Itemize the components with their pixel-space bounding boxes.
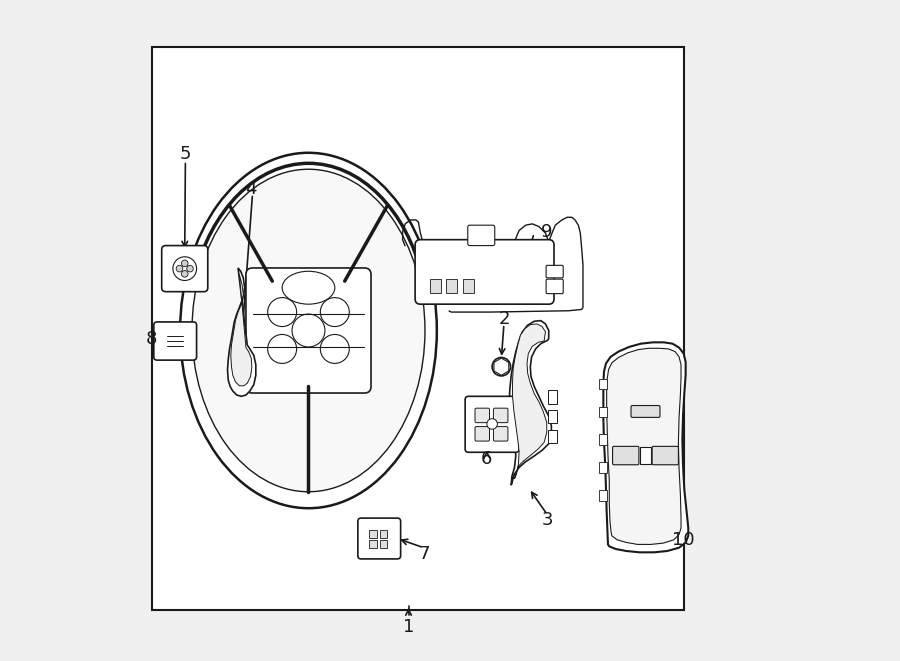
FancyBboxPatch shape: [652, 446, 679, 465]
FancyBboxPatch shape: [548, 410, 557, 423]
FancyBboxPatch shape: [599, 379, 608, 389]
Text: 10: 10: [672, 531, 695, 549]
Text: 9: 9: [541, 223, 553, 241]
Circle shape: [267, 297, 297, 327]
FancyBboxPatch shape: [380, 541, 388, 549]
FancyBboxPatch shape: [493, 408, 508, 422]
Ellipse shape: [192, 169, 425, 492]
Polygon shape: [509, 321, 552, 485]
FancyBboxPatch shape: [154, 322, 196, 360]
Text: 2: 2: [499, 310, 509, 329]
FancyBboxPatch shape: [546, 265, 563, 278]
Text: 3: 3: [542, 511, 554, 529]
FancyBboxPatch shape: [369, 541, 377, 549]
Circle shape: [173, 256, 196, 280]
Circle shape: [182, 260, 188, 266]
Circle shape: [182, 270, 188, 277]
FancyBboxPatch shape: [548, 391, 557, 404]
FancyBboxPatch shape: [358, 518, 401, 559]
Circle shape: [292, 314, 325, 347]
FancyBboxPatch shape: [463, 278, 473, 293]
FancyBboxPatch shape: [162, 246, 208, 292]
Circle shape: [320, 297, 349, 327]
FancyBboxPatch shape: [599, 407, 608, 417]
FancyBboxPatch shape: [613, 446, 639, 465]
Polygon shape: [228, 268, 256, 397]
FancyBboxPatch shape: [429, 278, 441, 293]
Text: 5: 5: [180, 145, 191, 163]
FancyBboxPatch shape: [599, 434, 608, 445]
FancyBboxPatch shape: [640, 447, 652, 464]
FancyBboxPatch shape: [493, 426, 508, 441]
FancyBboxPatch shape: [475, 426, 490, 441]
FancyBboxPatch shape: [465, 397, 519, 452]
Polygon shape: [607, 348, 681, 545]
FancyBboxPatch shape: [369, 530, 377, 538]
Text: 7: 7: [418, 545, 430, 563]
Polygon shape: [603, 342, 688, 553]
FancyBboxPatch shape: [380, 530, 388, 538]
FancyBboxPatch shape: [415, 240, 554, 304]
Ellipse shape: [180, 153, 436, 508]
FancyBboxPatch shape: [446, 278, 457, 293]
Text: 4: 4: [246, 180, 257, 198]
FancyBboxPatch shape: [599, 463, 608, 473]
Polygon shape: [494, 358, 508, 375]
Circle shape: [176, 265, 183, 272]
FancyBboxPatch shape: [152, 48, 684, 610]
FancyBboxPatch shape: [475, 408, 490, 422]
Polygon shape: [512, 324, 547, 479]
Circle shape: [267, 334, 297, 364]
Circle shape: [496, 362, 507, 372]
Text: 6: 6: [482, 450, 492, 468]
Circle shape: [492, 358, 510, 376]
Text: 1: 1: [403, 617, 414, 636]
FancyBboxPatch shape: [546, 279, 563, 293]
Polygon shape: [230, 274, 252, 386]
Text: 8: 8: [146, 330, 158, 348]
FancyBboxPatch shape: [548, 430, 557, 443]
FancyBboxPatch shape: [294, 276, 323, 292]
FancyBboxPatch shape: [631, 406, 660, 417]
FancyBboxPatch shape: [246, 268, 371, 393]
Circle shape: [487, 418, 498, 429]
FancyBboxPatch shape: [599, 490, 608, 501]
Circle shape: [320, 334, 349, 364]
Circle shape: [186, 265, 194, 272]
Ellipse shape: [283, 271, 335, 304]
FancyBboxPatch shape: [468, 225, 495, 246]
